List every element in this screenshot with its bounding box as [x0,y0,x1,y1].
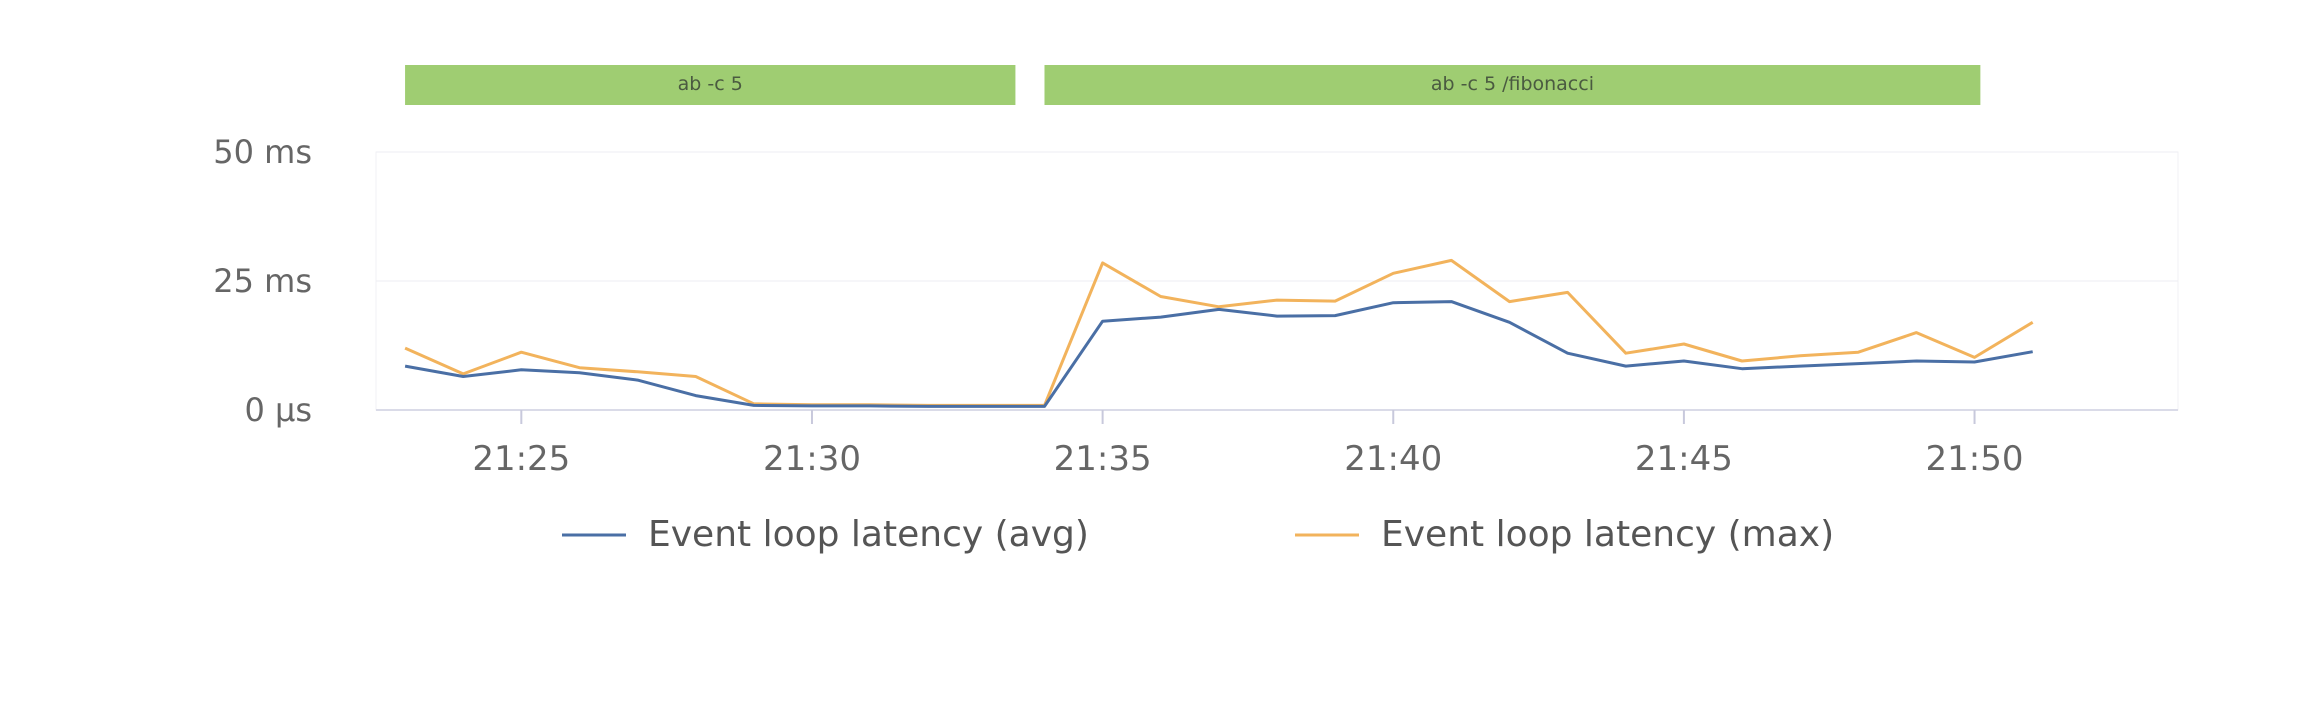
x-tick-label: 21:50 [1926,439,2024,479]
annotation-band-1 [405,65,1016,105]
annotation-label: ab -c 5 /fibonacci [1431,73,1594,95]
annotation-bands: ab -c 5 ab -c 5 /fibonacci [405,65,1981,105]
x-tick-label: 21:25 [472,439,570,479]
y-tick-label: 0 μs [244,391,312,429]
annotation-band-2 [1044,65,1981,105]
y-tick-label: 50 ms [213,133,312,171]
legend-label: Event loop latency (max) [1381,514,1834,555]
x-tick-label: 21:35 [1054,439,1152,479]
legend-label: Event loop latency (avg) [648,514,1089,555]
y-tick-label: 25 ms [213,262,312,300]
series-lines [404,258,2034,408]
legend: Event loop latency (avg) Event loop laten… [562,514,1834,555]
annotation-label: ab -c 5 [678,73,743,95]
x-tick-label: 21:40 [1344,439,1442,479]
grid-lines [375,151,2179,411]
series-line-avg [404,300,2033,408]
series-line-max [404,258,2034,407]
x-axis-ticks: 21:25 21:30 21:35 21:40 21:45 21:50 [472,410,2024,479]
x-tick-label: 21:45 [1635,439,1733,479]
y-axis-ticks: 0 μs 25 ms 50 ms [213,133,312,429]
x-tick-label: 21:30 [763,439,861,479]
